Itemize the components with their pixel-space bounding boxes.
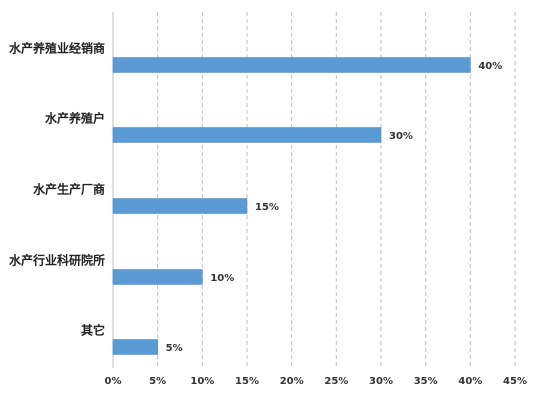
category-label: 其它	[81, 323, 105, 338]
bar	[112, 339, 158, 355]
x-tick-label: 40%	[458, 376, 482, 387]
x-tick-label: 0%	[105, 376, 122, 387]
data-label: 30%	[389, 131, 413, 142]
data-labels: 40% 30% 15% 10% 5%	[166, 61, 503, 354]
x-tick-label: 25%	[324, 376, 348, 387]
bar	[112, 198, 248, 214]
category-label: 水产行业科研院所	[9, 253, 105, 268]
bar-group	[112, 57, 471, 355]
x-tick-labels: 0% 5% 10% 15% 20% 25% 30% 35% 40% 45%	[105, 376, 527, 387]
data-label: 15%	[255, 202, 279, 213]
x-tick-label: 45%	[503, 376, 527, 387]
category-label: 水产养殖户	[45, 111, 105, 126]
bar	[112, 269, 203, 285]
x-tick-label: 5%	[149, 376, 166, 387]
data-label: 5%	[166, 343, 183, 354]
data-label: 40%	[478, 61, 502, 72]
data-label: 10%	[210, 273, 234, 284]
x-tick-label: 35%	[414, 376, 438, 387]
bar	[112, 127, 382, 143]
x-tick-label: 10%	[190, 376, 214, 387]
category-label: 水产养殖业经销商	[9, 41, 105, 56]
bar	[112, 57, 471, 73]
category-label: 水产生产厂商	[33, 182, 105, 197]
x-tick-label: 15%	[235, 376, 259, 387]
x-tick-label: 30%	[369, 376, 393, 387]
x-tick-label: 20%	[280, 376, 304, 387]
